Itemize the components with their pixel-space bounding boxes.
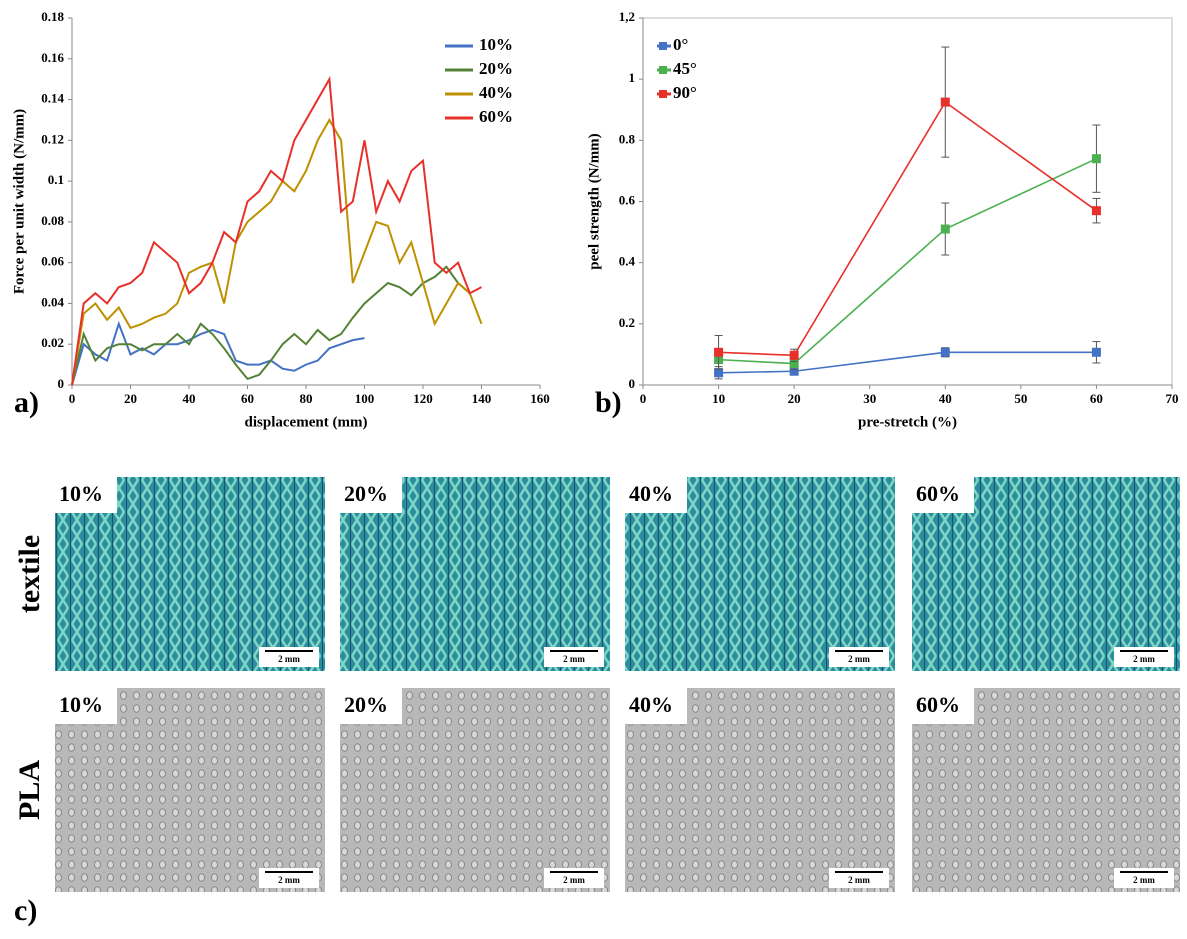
- column-label: 40%: [629, 692, 673, 717]
- y-tick-label: 0.14: [41, 91, 64, 106]
- scale-label: 2 mm: [563, 654, 585, 664]
- column-label: 10%: [59, 481, 103, 506]
- column-label: 20%: [344, 481, 388, 506]
- x-tick-label: 120: [413, 391, 433, 406]
- x-tick-label: 0: [69, 391, 76, 406]
- x-tick-label: 80: [300, 391, 313, 406]
- series-line: [71, 265, 471, 386]
- x-tick-label: 140: [472, 391, 492, 406]
- y-tick-label: 1,2: [619, 9, 635, 24]
- label-box: [55, 477, 117, 513]
- x-tick-label: 60: [241, 391, 254, 406]
- x-tick-label: 70: [1166, 391, 1179, 406]
- marker: [1091, 154, 1101, 164]
- scale-label: 2 mm: [278, 654, 300, 664]
- x-tick-label: 30: [863, 391, 876, 406]
- y-tick-label: 0.1: [48, 172, 64, 187]
- series-line: [71, 320, 365, 386]
- label-box: [912, 688, 974, 724]
- column-label: 60%: [916, 481, 960, 506]
- plot-frame: [642, 17, 1173, 386]
- panel-label: a): [14, 386, 39, 419]
- scale-label: 2 mm: [1133, 875, 1155, 885]
- legend-marker: [659, 90, 667, 98]
- y-tick-label: 0: [629, 376, 636, 391]
- marker: [1091, 206, 1101, 216]
- y-axis-label: Force per unit width (N/mm): [11, 109, 27, 294]
- y-tick-label: 0.08: [41, 213, 64, 228]
- marker: [714, 347, 724, 357]
- x-tick-label: 60: [1090, 391, 1103, 406]
- legend-label: 60%: [479, 107, 513, 126]
- x-axis-label: pre-stretch (%): [858, 414, 957, 430]
- x-tick-label: 10: [712, 391, 725, 406]
- scale-label: 2 mm: [1133, 654, 1155, 664]
- scale-label: 2 mm: [278, 875, 300, 885]
- panel-label: b): [595, 386, 622, 419]
- y-tick-label: 1: [629, 70, 636, 85]
- marker: [789, 366, 799, 376]
- legend-label: 90°: [673, 83, 697, 102]
- y-tick-label: 0.04: [41, 294, 64, 309]
- column-label: 20%: [344, 692, 388, 717]
- column-label: 40%: [629, 481, 673, 506]
- label-box: [912, 477, 974, 513]
- y-tick-label: 0.2: [619, 315, 635, 330]
- x-tick-label: 0: [640, 391, 647, 406]
- scale-label: 2 mm: [848, 654, 870, 664]
- scale-label: 2 mm: [848, 875, 870, 885]
- y-tick-label: 0.06: [41, 254, 64, 269]
- legend-label: 20%: [479, 59, 513, 78]
- x-tick-label: 20: [124, 391, 137, 406]
- x-tick-label: 100: [355, 391, 375, 406]
- row-label: textile: [13, 535, 46, 613]
- marker: [789, 350, 799, 360]
- scale-label: 2 mm: [563, 875, 585, 885]
- y-tick-label: 0.6: [619, 192, 636, 207]
- column-label: 10%: [59, 692, 103, 717]
- y-tick-label: 0.4: [619, 254, 636, 269]
- row-label: PLA: [13, 760, 46, 820]
- series-line: [71, 75, 482, 386]
- marker: [1091, 347, 1101, 357]
- y-tick-label: 0.8: [619, 131, 636, 146]
- marker: [940, 97, 950, 107]
- x-tick-label: 160: [530, 391, 550, 406]
- legend-label: 40%: [479, 83, 513, 102]
- marker: [940, 347, 950, 357]
- label-box: [55, 688, 117, 724]
- x-tick-label: 20: [788, 391, 801, 406]
- label-box: [625, 688, 687, 724]
- panel-label: c): [14, 894, 37, 927]
- marker: [789, 359, 799, 369]
- legend-marker: [659, 66, 667, 74]
- y-tick-label: 0.02: [41, 335, 64, 350]
- legend-label: 0°: [673, 35, 688, 54]
- y-tick-label: 0.18: [41, 9, 64, 24]
- series-line: [71, 117, 483, 386]
- series-line: [718, 157, 1097, 365]
- x-tick-label: 40: [183, 391, 196, 406]
- y-tick-label: 0.12: [41, 131, 64, 146]
- column-label: 60%: [916, 692, 960, 717]
- legend-label: 10%: [479, 35, 513, 54]
- label-box: [340, 688, 402, 724]
- y-axis-label: peel strength (N/mm): [586, 133, 602, 269]
- legend-marker: [659, 42, 667, 50]
- x-tick-label: 40: [939, 391, 952, 406]
- series-line: [718, 100, 1097, 357]
- marker: [940, 224, 950, 234]
- series-line: [718, 351, 1097, 374]
- x-axis-label: displacement (mm): [245, 414, 368, 430]
- x-tick-label: 50: [1014, 391, 1027, 406]
- y-tick-label: 0: [58, 376, 65, 391]
- y-tick-label: 0.16: [41, 50, 64, 65]
- legend-label: 45°: [673, 59, 697, 78]
- marker: [714, 368, 724, 378]
- label-box: [625, 477, 687, 513]
- label-box: [340, 477, 402, 513]
